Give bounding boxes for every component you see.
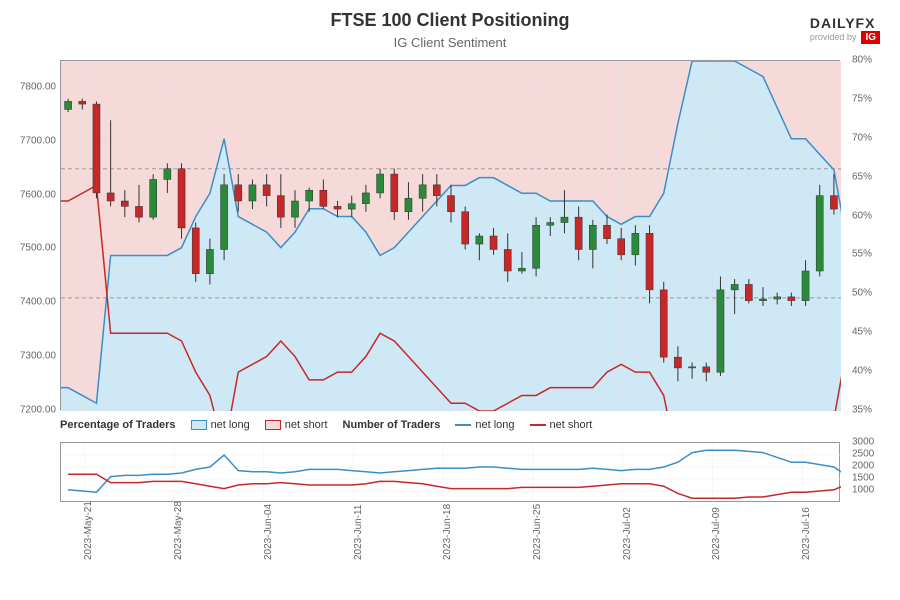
x-tick: 2023-May-21 xyxy=(83,501,94,560)
y-right2-tick: 1000 xyxy=(852,485,874,496)
y-axis-right-secondary: 10001500200025003000 xyxy=(850,442,890,502)
y-right-tick: 50% xyxy=(852,288,872,299)
x-tick: 2023-Jun-18 xyxy=(442,504,453,560)
x-axis: 2023-May-212023-May-282023-Jun-042023-Ju… xyxy=(60,505,840,585)
y-axis-left: 7200.007300.007400.007500.007600.007700.… xyxy=(10,60,58,410)
y-right-tick: 65% xyxy=(852,171,872,182)
legend-long-text: net long xyxy=(211,419,250,431)
x-tick: 2023-Jun-04 xyxy=(263,504,274,560)
y-right-tick: 60% xyxy=(852,210,872,221)
y-left-tick: 7200.00 xyxy=(20,405,56,416)
y-left-tick: 7600.00 xyxy=(20,189,56,200)
x-tick: 2023-May-28 xyxy=(173,501,184,560)
legend-num-long: net long xyxy=(455,419,514,431)
legend-line-short-icon xyxy=(530,424,546,426)
y-right2-tick: 2500 xyxy=(852,449,874,460)
y-left-tick: 7300.00 xyxy=(20,351,56,362)
logo: DAILYFX provided by IG xyxy=(810,15,880,44)
x-tick: 2023-Jun-11 xyxy=(353,505,364,560)
y-right-tick: 70% xyxy=(852,132,872,143)
legend-long-text2: net long xyxy=(475,419,514,431)
y-right-tick: 45% xyxy=(852,327,872,338)
legend-short-text2: net short xyxy=(550,419,593,431)
logo-ig: IG xyxy=(861,31,880,44)
y-axis-right: 35%40%45%50%55%60%65%70%75%80% xyxy=(850,60,890,410)
y-left-tick: 7700.00 xyxy=(20,135,56,146)
y-right2-tick: 3000 xyxy=(852,437,874,448)
legend-short-text: net short xyxy=(285,419,328,431)
logo-main: DAILYFX xyxy=(810,15,880,31)
chart-subtitle: IG Client Sentiment xyxy=(10,35,890,50)
y-right-tick: 80% xyxy=(852,55,872,66)
main-chart xyxy=(60,60,840,410)
chart-title: FTSE 100 Client Positioning xyxy=(10,10,890,31)
legend-line-long-icon xyxy=(455,424,471,426)
legend-num-label: Number of Traders xyxy=(343,419,441,431)
secondary-chart xyxy=(60,442,840,502)
y-right2-tick: 2000 xyxy=(852,461,874,472)
y-right-tick: 55% xyxy=(852,249,872,260)
y-right-tick: 75% xyxy=(852,93,872,104)
y-left-tick: 7400.00 xyxy=(20,297,56,308)
legend-pct-long: net long xyxy=(191,419,250,431)
y-right2-tick: 1500 xyxy=(852,473,874,484)
x-tick: 2023-Jul-09 xyxy=(711,507,722,560)
legend-box-long-icon xyxy=(191,420,207,430)
legend: Percentage of Traders net long net short… xyxy=(60,415,840,435)
y-right-tick: 35% xyxy=(852,405,872,416)
legend-num-short: net short xyxy=(530,419,593,431)
logo-sub: provided by xyxy=(810,32,857,42)
legend-pct-label: Percentage of Traders xyxy=(60,419,176,431)
legend-pct-short: net short xyxy=(265,419,328,431)
x-tick: 2023-Jul-16 xyxy=(801,507,812,560)
x-tick: 2023-Jun-25 xyxy=(532,504,543,560)
y-left-tick: 7800.00 xyxy=(20,81,56,92)
x-tick: 2023-Jul-02 xyxy=(622,507,633,560)
legend-box-short-icon xyxy=(265,420,281,430)
y-right-tick: 40% xyxy=(852,366,872,377)
y-left-tick: 7500.00 xyxy=(20,243,56,254)
